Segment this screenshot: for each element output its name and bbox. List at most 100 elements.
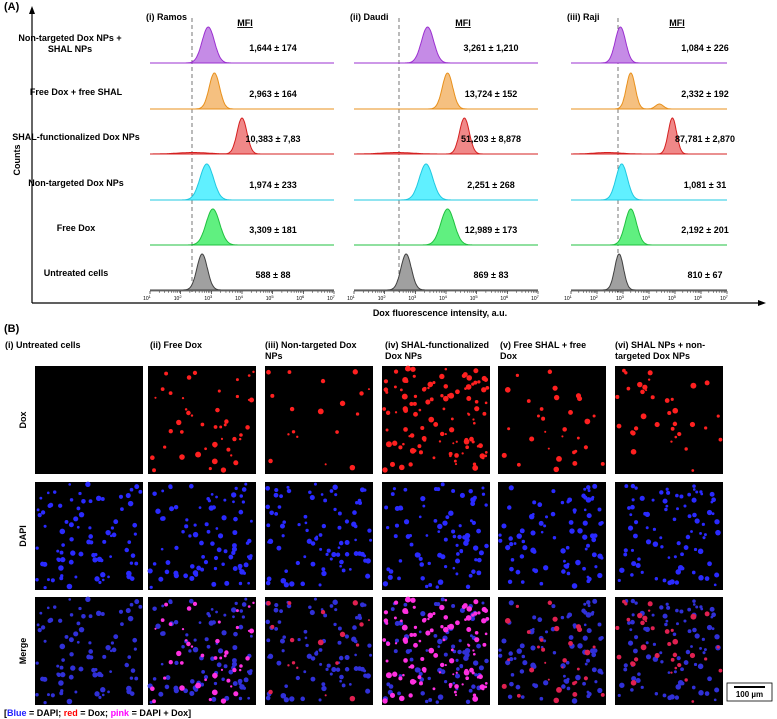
dox-spot	[355, 643, 360, 647]
nucleus	[448, 510, 454, 516]
nucleus	[463, 540, 469, 546]
nucleus	[341, 683, 346, 688]
dox-spot	[572, 692, 578, 697]
image-background	[148, 482, 256, 590]
nucleus	[475, 558, 478, 562]
nucleus	[694, 518, 700, 524]
nucleus	[188, 649, 192, 653]
nucleus	[56, 557, 60, 561]
nucleus	[188, 483, 194, 489]
tick-label: 102	[590, 294, 599, 302]
dox-spot	[584, 649, 591, 656]
nucleus	[318, 533, 323, 537]
nucleus	[538, 520, 544, 526]
nucleus	[127, 540, 132, 544]
nucleus	[454, 673, 461, 679]
nucleus	[241, 602, 247, 607]
dox-spot	[239, 433, 243, 437]
nucleus	[133, 647, 137, 651]
nucleus	[286, 488, 292, 494]
dox-spot	[385, 641, 391, 646]
nucleus	[672, 632, 677, 637]
nucleus	[520, 580, 525, 584]
nucleus	[443, 652, 448, 657]
nucleus	[469, 519, 473, 523]
nucleus	[126, 570, 132, 577]
nucleus	[111, 647, 117, 653]
nucleus	[280, 577, 287, 584]
nucleus	[344, 654, 350, 660]
tick-base: 10	[694, 296, 700, 302]
nucleus	[566, 571, 571, 576]
nucleus	[339, 674, 344, 680]
nucleus	[651, 498, 655, 502]
nucleus	[217, 533, 224, 539]
nucleus	[666, 605, 671, 610]
dox-spot	[477, 611, 481, 615]
nucleus	[279, 638, 285, 644]
nucleus	[281, 649, 285, 653]
nucleus	[675, 608, 679, 613]
dox-spot	[213, 656, 218, 660]
nucleus	[189, 690, 195, 696]
dox-spot	[690, 382, 697, 389]
dox-spot	[349, 464, 356, 471]
dox-spot	[412, 374, 416, 378]
dox-spot	[465, 615, 472, 621]
nucleus	[274, 488, 279, 493]
legend-part: = DAPI + Dox]	[129, 708, 191, 718]
nucleus	[56, 549, 60, 553]
nucleus	[598, 636, 603, 641]
nucleus	[481, 486, 485, 490]
nucleus	[664, 507, 668, 512]
dox-spot	[239, 664, 243, 668]
nucleus	[433, 486, 438, 491]
nucleus	[36, 623, 40, 627]
nucleus	[267, 540, 270, 544]
nucleus	[679, 609, 684, 614]
nucleus	[464, 532, 471, 539]
nucleus	[344, 539, 350, 545]
dox-spot	[526, 630, 531, 634]
nucleus	[337, 511, 342, 516]
tick-base: 10	[204, 296, 210, 302]
tick-base: 10	[408, 296, 414, 302]
nucleus	[107, 575, 110, 579]
dox-spot	[349, 695, 356, 702]
dox-spot	[270, 624, 275, 629]
nucleus	[464, 647, 471, 654]
dox-spot	[450, 648, 454, 652]
nucleus	[394, 621, 400, 627]
dox-spot	[385, 410, 391, 415]
nucleus	[68, 483, 72, 486]
nucleus	[451, 603, 456, 608]
dox-spot	[556, 686, 562, 693]
nucleus	[677, 679, 684, 686]
nucleus	[713, 698, 717, 702]
nucleus	[679, 494, 684, 499]
dox-spot	[600, 692, 605, 697]
nucleus	[100, 497, 105, 501]
nucleus	[662, 498, 668, 504]
nucleus	[47, 618, 52, 624]
nucleus	[692, 603, 696, 606]
nucleus	[203, 560, 209, 565]
nucleus	[149, 585, 153, 589]
nucleus	[223, 613, 227, 617]
dox-spot	[152, 468, 156, 473]
nucleus	[198, 621, 202, 624]
nucleus	[46, 693, 50, 697]
nucleus	[42, 561, 48, 567]
nucleus	[134, 484, 140, 490]
mfi-header: MFI	[237, 18, 253, 28]
mfi-value: 1,081 ± 31	[684, 180, 726, 190]
nucleus	[266, 576, 272, 582]
dox-spot	[473, 611, 478, 616]
nucleus	[699, 605, 703, 609]
mfi-value: 1,644 ± 174	[249, 43, 296, 53]
dox-spot	[405, 599, 409, 602]
dox-spot	[412, 605, 416, 609]
dox-spot	[383, 610, 389, 615]
dox-spot	[402, 673, 405, 677]
nucleus	[703, 533, 707, 537]
